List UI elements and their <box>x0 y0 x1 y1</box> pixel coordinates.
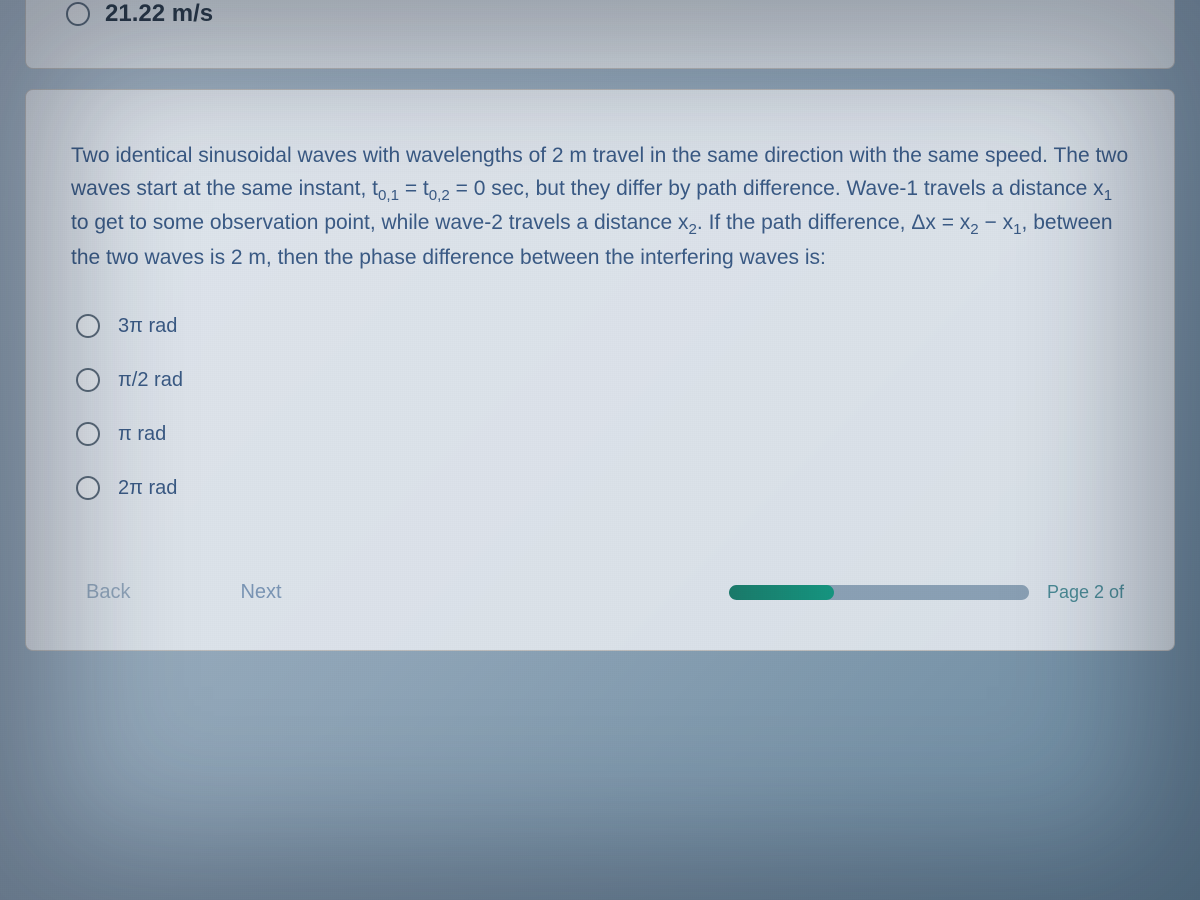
subscript: 2 <box>970 221 978 238</box>
option-label: 21.22 m/s <box>105 0 213 28</box>
progress-bar <box>729 585 1029 600</box>
question-card: Two identical sinusoidal waves with wave… <box>25 89 1175 651</box>
back-button[interactable]: Back <box>76 575 140 610</box>
previous-question-card: 21.22 m/s <box>25 0 1175 69</box>
subscript: 1 <box>1104 187 1112 204</box>
navigation-row: Back Next Page 2 of <box>71 575 1129 610</box>
radio-button[interactable] <box>76 314 100 338</box>
option-row[interactable]: π rad <box>76 422 1129 446</box>
option-label: 2π rad <box>118 477 177 500</box>
option-row[interactable]: π/2 rad <box>76 368 1129 392</box>
radio-button[interactable] <box>76 422 100 446</box>
radio-button[interactable] <box>66 2 90 26</box>
question-text-segment: − x <box>979 211 1013 234</box>
option-label: π rad <box>118 423 166 446</box>
option-row: 21.22 m/s <box>26 0 1174 28</box>
question-text-segment: = 0 sec, but they differ by path differe… <box>450 177 1104 200</box>
option-label: 3π rad <box>118 315 177 338</box>
question-text-segment: to get to some observation point, while … <box>71 211 689 234</box>
nav-buttons-group: Back Next <box>76 575 292 610</box>
page-indicator: Page 2 of <box>1047 582 1124 603</box>
question-text-segment: . If the path difference, Δx = x <box>697 211 970 234</box>
subscript: 0,2 <box>429 187 450 204</box>
next-button[interactable]: Next <box>230 575 291 610</box>
subscript: 0,1 <box>378 187 399 204</box>
subscript: 1 <box>1013 221 1021 238</box>
question-text: Two identical sinusoidal waves with wave… <box>71 140 1129 274</box>
progress-fill <box>729 585 834 600</box>
options-list: 3π rad π/2 rad π rad 2π rad <box>76 314 1129 500</box>
subscript: 2 <box>689 221 697 238</box>
option-row[interactable]: 3π rad <box>76 314 1129 338</box>
radio-button[interactable] <box>76 368 100 392</box>
question-text-segment: = t <box>399 177 429 200</box>
radio-button[interactable] <box>76 476 100 500</box>
progress-wrap: Page 2 of <box>729 582 1124 603</box>
option-label: π/2 rad <box>118 369 183 392</box>
option-row[interactable]: 2π rad <box>76 476 1129 500</box>
